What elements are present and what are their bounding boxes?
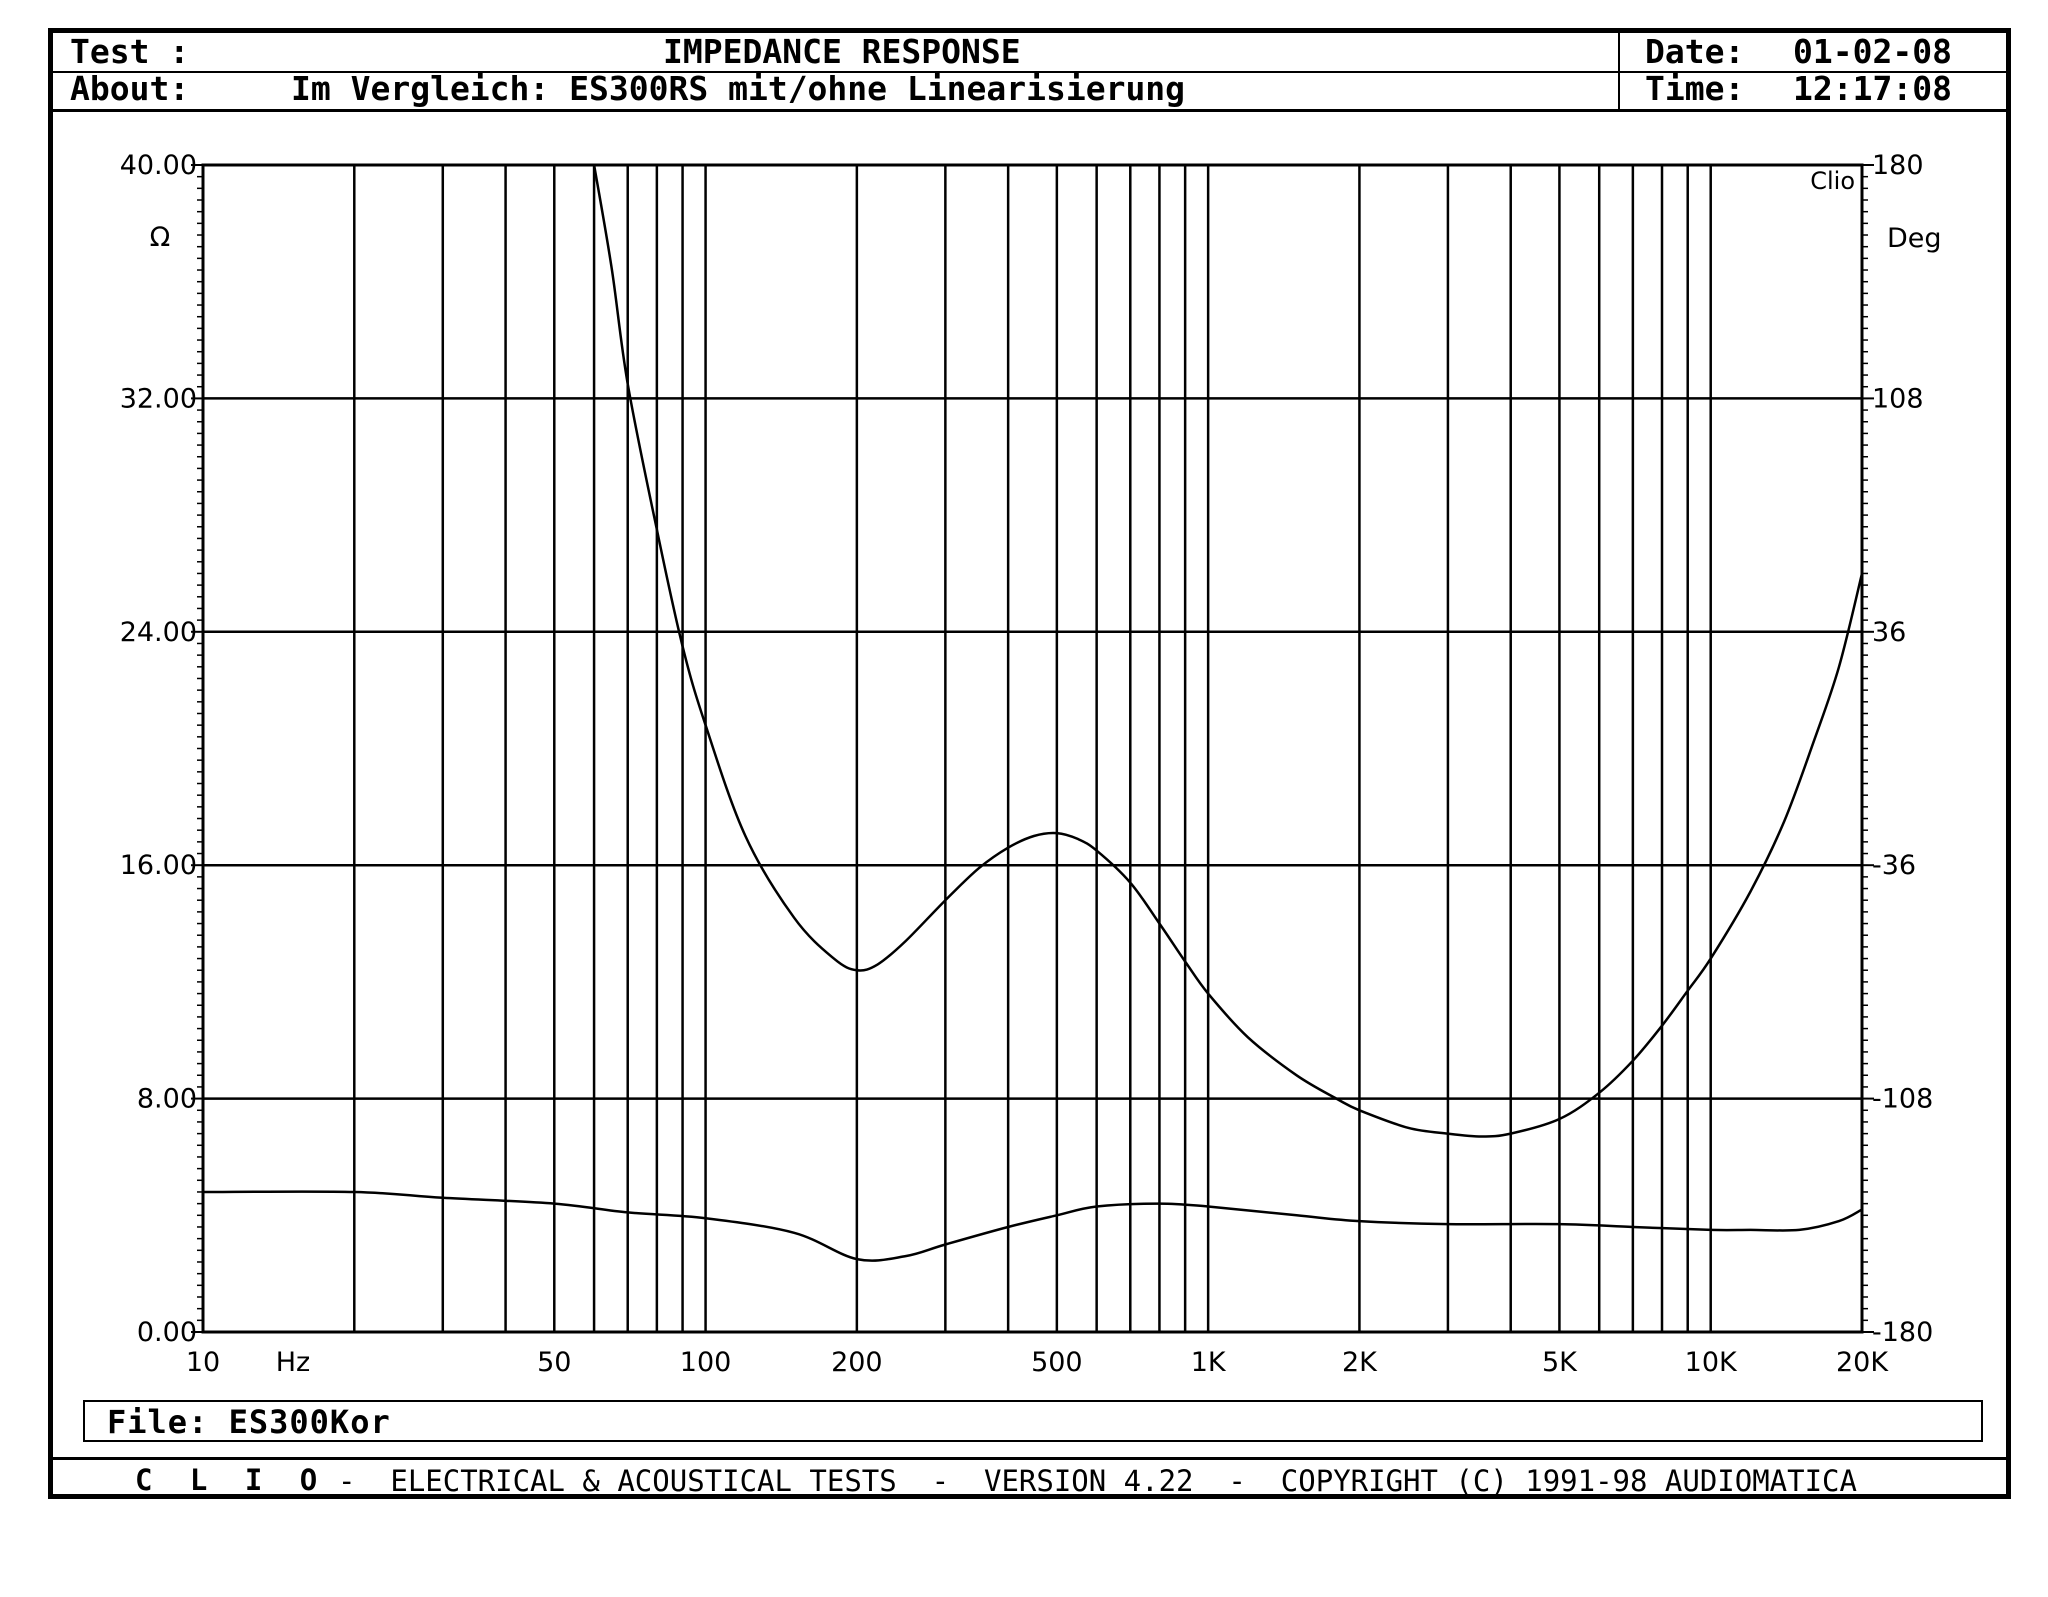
y2-tick-label: 108 — [1872, 383, 1924, 414]
footer: C L I O - ELECTRICAL & ACOUSTICAL TESTS … — [53, 1461, 2006, 1499]
x-tick-label: 2K — [1342, 1347, 1378, 1378]
x-tick-label: 10K — [1685, 1347, 1738, 1378]
x-tick-label: 100 — [680, 1347, 732, 1378]
y2-axis-label: Deg — [1887, 223, 1942, 254]
file-line: File: ES300Kor — [107, 1403, 391, 1441]
plot-border — [201, 163, 1864, 1334]
y-tick-label: 8.00 — [137, 1084, 197, 1115]
x-axis-unit: Hz — [276, 1347, 310, 1378]
y2-tick-label: -108 — [1872, 1084, 1933, 1115]
time-label: Time: — [1645, 69, 1745, 108]
x-tick-label: 5K — [1542, 1347, 1578, 1378]
y2-tick-label: -36 — [1872, 850, 1916, 881]
header-bottom-border — [53, 109, 2006, 112]
impedance-curve-1 — [592, 164, 1862, 1138]
about-text: Im Vergleich: ES300RS mit/ohne Linearisi… — [291, 69, 1186, 108]
corner-label: Clio — [1810, 167, 1855, 195]
impedance-curve-2 — [203, 1190, 1862, 1262]
y-tick-label: 0.00 — [137, 1317, 197, 1348]
header-about-row: About: Im Vergleich: ES300RS mit/ohne Li… — [53, 69, 2006, 108]
x-tick-label: 20K — [1836, 1347, 1889, 1378]
y2-tick-label: 36 — [1872, 617, 1906, 648]
report-frame: Test : IMPEDANCE RESPONSE Date: 01-02-08… — [48, 28, 2011, 1499]
test-label: Test : — [70, 32, 190, 71]
y-tick-label: 32.00 — [120, 383, 197, 414]
date-value: 01-02-08 — [1793, 32, 1952, 71]
y-tick-label: 24.00 — [120, 617, 197, 648]
footer-divider — [53, 1457, 2006, 1460]
time-value: 12:17:08 — [1793, 69, 1952, 108]
header-test-row: Test : IMPEDANCE RESPONSE Date: 01-02-08 — [53, 32, 2006, 71]
y2-tick-label: -180 — [1872, 1317, 1933, 1348]
file-name: ES300Kor — [228, 1403, 391, 1441]
x-tick-label: 50 — [537, 1347, 571, 1378]
footer-brand: C L I O — [135, 1463, 328, 1497]
x-tick-label: 10 — [186, 1347, 220, 1378]
y-tick-label: 40.00 — [120, 150, 197, 181]
y2-tick-label: 180 — [1872, 150, 1924, 181]
x-tick-label: 200 — [831, 1347, 883, 1378]
y-tick-label: 16.00 — [120, 850, 197, 881]
file-box: File: ES300Kor — [83, 1400, 1983, 1442]
date-label: Date: — [1645, 32, 1745, 71]
file-label: File: — [107, 1403, 209, 1441]
header-divider — [53, 71, 2006, 73]
chart-title: IMPEDANCE RESPONSE — [663, 32, 1021, 71]
about-label: About: — [70, 69, 190, 108]
x-tick-label: 500 — [1031, 1347, 1083, 1378]
y-axis-label: Ω — [150, 222, 171, 253]
footer-text: - ELECTRICAL & ACOUSTICAL TESTS - VERSIO… — [338, 1464, 1857, 1498]
impedance-chart: 0.00 8.00 16.00 24.00 32.00 40.00 -180 -108 -36 3… — [120, 150, 1942, 1378]
header-column-divider — [1618, 33, 1620, 109]
x-tick-label: 1K — [1191, 1347, 1227, 1378]
